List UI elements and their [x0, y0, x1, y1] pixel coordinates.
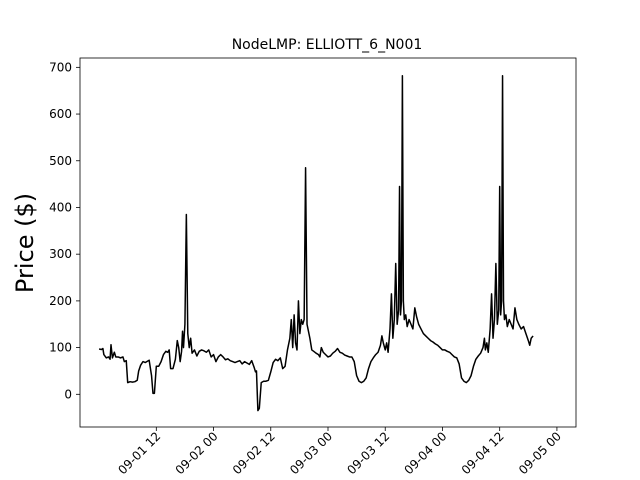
x-tick-label: 09-04 12 — [459, 429, 507, 477]
y-tick-label: 500 — [49, 154, 72, 168]
y-tick-label: 200 — [49, 294, 72, 308]
y-tick-label: 600 — [49, 107, 72, 121]
x-tick-label: 09-02 00 — [173, 429, 221, 477]
x-tick-label: 09-05 00 — [516, 429, 564, 477]
price-series-line — [98, 75, 534, 412]
x-tick-label: 09-03 12 — [344, 429, 392, 477]
y-tick-label: 300 — [49, 247, 72, 261]
x-tick-label: 09-03 00 — [287, 429, 335, 477]
y-axis: 0 100 200 300 400 500 600 700 — [49, 60, 80, 401]
x-tick-label: 09-01 12 — [115, 429, 163, 477]
x-tick-label: 09-04 00 — [402, 429, 450, 477]
y-tick-label: 0 — [64, 387, 72, 401]
y-tick-label: 400 — [49, 200, 72, 214]
chart-title: NodeLMP: ELLIOTT_6_N001 — [232, 37, 423, 53]
x-tick-label: 09-02 12 — [230, 429, 278, 477]
y-tick-label: 700 — [49, 60, 72, 74]
x-axis: 09-01 12 09-02 00 09-02 12 09-03 00 09-03 12… — [115, 427, 564, 477]
y-axis-label: Price ($) — [11, 193, 39, 293]
y-tick-label: 100 — [49, 341, 72, 355]
